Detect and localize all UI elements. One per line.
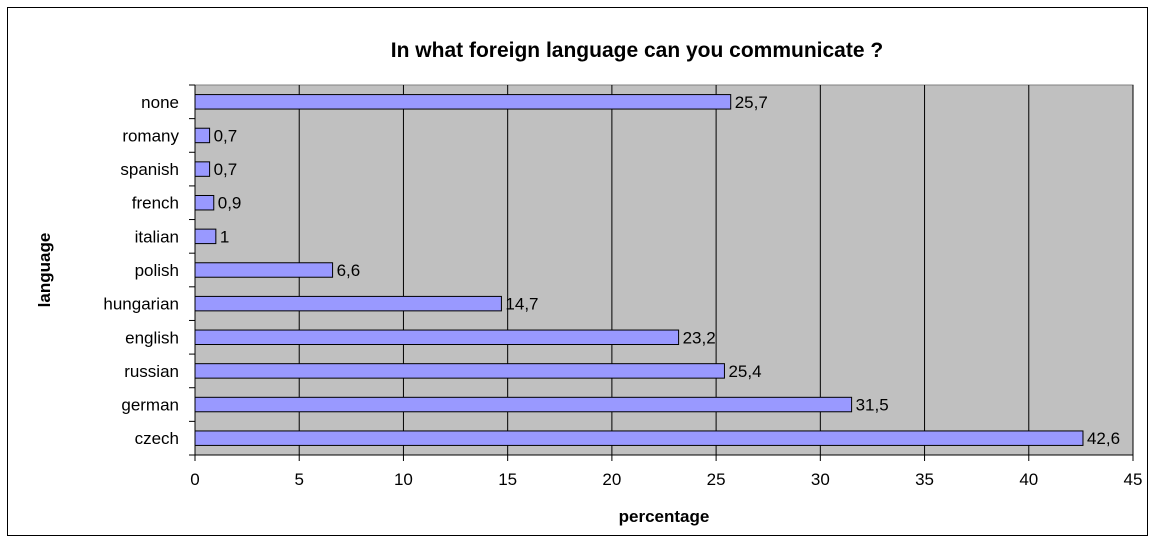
bar-hungarian — [194, 295, 502, 312]
data-label: 0,7 — [214, 126, 238, 145]
data-label: 25,4 — [728, 362, 761, 381]
chart-title: In what foreign language can you communi… — [391, 39, 883, 62]
bars — [194, 94, 1084, 446]
y-axis-categories: none romany spanish french italian polish hung… — [103, 84, 195, 456]
x-tick-label: 5 — [294, 470, 303, 489]
x-tick-label: 15 — [498, 470, 517, 489]
y-category-label: romany — [122, 126, 179, 145]
data-label: 42,6 — [1087, 429, 1120, 448]
x-tick-label: 45 — [1124, 470, 1143, 489]
y-category-label: hungarian — [103, 295, 179, 314]
bar-english — [194, 329, 680, 346]
y-category-label: polish — [135, 261, 179, 280]
bar-russian — [194, 363, 725, 379]
data-label: 0,7 — [214, 160, 238, 179]
data-label: 6,6 — [337, 261, 361, 280]
y-category-label: none — [141, 93, 179, 112]
x-tick-label: 35 — [915, 470, 934, 489]
bar-spanish — [194, 161, 211, 177]
y-category-label: spanish — [120, 160, 179, 179]
bar-italian — [194, 228, 217, 245]
data-label: 1 — [220, 227, 229, 246]
y-category-label: italian — [135, 227, 179, 246]
x-axis-ticks: 0 5 10 15 20 25 30 35 40 45 — [190, 455, 1142, 489]
y-axis-title: language — [35, 233, 54, 308]
x-tick-label: 10 — [394, 470, 413, 489]
y-category-label: russian — [124, 362, 179, 381]
x-tick-label: 0 — [190, 470, 199, 489]
bar-german — [194, 396, 853, 413]
data-label: 23,2 — [683, 328, 716, 347]
x-tick-label: 20 — [602, 470, 621, 489]
bar-none — [194, 94, 732, 110]
plot-area — [194, 84, 1134, 456]
bar-polish — [194, 262, 334, 278]
data-label: 14,7 — [505, 295, 538, 314]
data-label: 0,9 — [218, 194, 242, 213]
x-tick-label: 40 — [1019, 470, 1038, 489]
y-category-label: english — [125, 328, 179, 347]
bar-czech — [194, 430, 1084, 446]
data-label: 31,5 — [856, 396, 889, 415]
bar-french — [194, 194, 215, 211]
y-category-label: german — [121, 396, 179, 415]
data-label: 25,7 — [735, 93, 768, 112]
bar-romany — [194, 127, 211, 144]
x-tick-label: 25 — [707, 470, 726, 489]
y-category-label: czech — [135, 429, 179, 448]
y-category-label: french — [132, 194, 179, 213]
x-axis-title: percentage — [619, 507, 710, 526]
data-labels: 25,7 0,7 0,7 0,9 1 6,6 14,7 23,2 25,4 31,5 42,6 — [214, 93, 1120, 448]
gridlines — [298, 85, 1134, 455]
x-tick-label: 30 — [811, 470, 830, 489]
